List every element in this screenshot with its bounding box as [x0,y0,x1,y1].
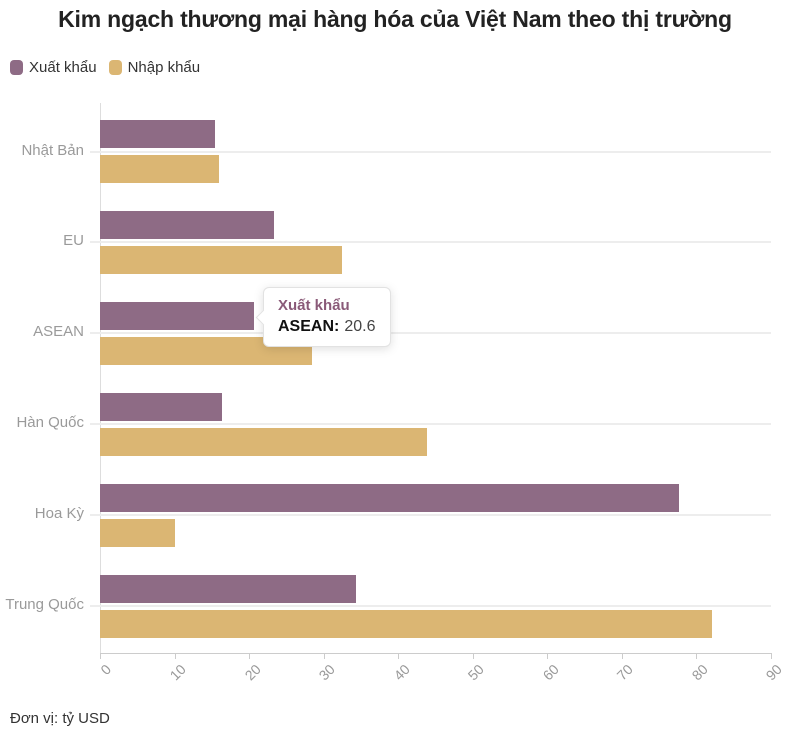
x-tick-label: 60 [539,661,562,684]
bar-import[interactable] [100,609,713,638]
x-tick-label: 50 [464,661,488,684]
unit-footnote: Đơn vị: tỷ USD [10,710,110,727]
x-tick-label: 0 [97,661,115,678]
legend-label-import: Nhập khẩu [127,59,201,76]
x-tick-label: 30 [315,661,338,684]
category-gridline [90,150,771,153]
x-tick [771,653,772,659]
category-gridline [90,332,771,335]
x-tick-label: 70 [613,661,637,684]
x-tick-label: 10 [166,661,189,684]
x-tick [696,653,698,659]
legend-item-export[interactable]: Xuất khẩu [10,59,97,76]
category-label: EU [63,232,84,250]
category-label: Hoa Kỳ [34,505,84,523]
x-tick [472,653,474,659]
bar-export[interactable] [100,392,223,421]
x-axis-line [100,653,771,654]
x-tick [100,653,101,659]
category-gridline [90,605,771,607]
category-label: Nhật Bản [21,141,84,159]
category-gridline [90,514,771,517]
x-tick-label: 80 [688,661,711,684]
legend-item-import[interactable]: Nhập khẩu [108,59,201,76]
bar-export[interactable] [100,483,680,512]
tooltip-series-name: Xuất khẩu [278,297,350,314]
x-tick-label: 90 [762,661,786,684]
x-tick [174,653,176,659]
legend-label-export: Xuất khẩu [29,59,97,76]
x-tick [249,653,251,659]
x-tick-label: 40 [390,661,413,684]
import-swatch-icon [108,60,122,75]
category-label: Hàn Quốc [16,414,84,432]
tooltip-row: ASEAN: 20.6 [278,318,375,336]
bar-import[interactable] [100,245,342,274]
bar-import[interactable] [100,518,175,547]
bar-export[interactable] [100,120,215,148]
bar-import[interactable] [100,427,427,456]
legend: Xuất khẩu Nhập khẩu [10,59,200,76]
tooltip-value: 20.6 [344,318,376,335]
y-axis-line [100,103,101,653]
bar-export[interactable] [100,574,356,603]
x-tick [323,653,325,659]
category-label: ASEAN [33,323,84,341]
export-swatch-icon [10,60,23,75]
category-gridline [90,423,771,426]
bar-export[interactable] [100,301,254,330]
category-label: Trung Quốc [5,596,84,613]
bar-import[interactable] [100,155,219,183]
x-tick-label: 20 [241,661,264,684]
x-tick [621,653,623,659]
x-tick [398,653,400,659]
category-gridline [90,241,771,244]
tooltip-category-label: ASEAN: [278,318,340,335]
x-tick [547,653,549,659]
chart-title: Kim ngạch thương mại hàng hóa của Việt N… [58,6,732,32]
tooltip: Xuất khẩu ASEAN: 20.6 [263,287,392,347]
bar-export[interactable] [100,210,274,239]
